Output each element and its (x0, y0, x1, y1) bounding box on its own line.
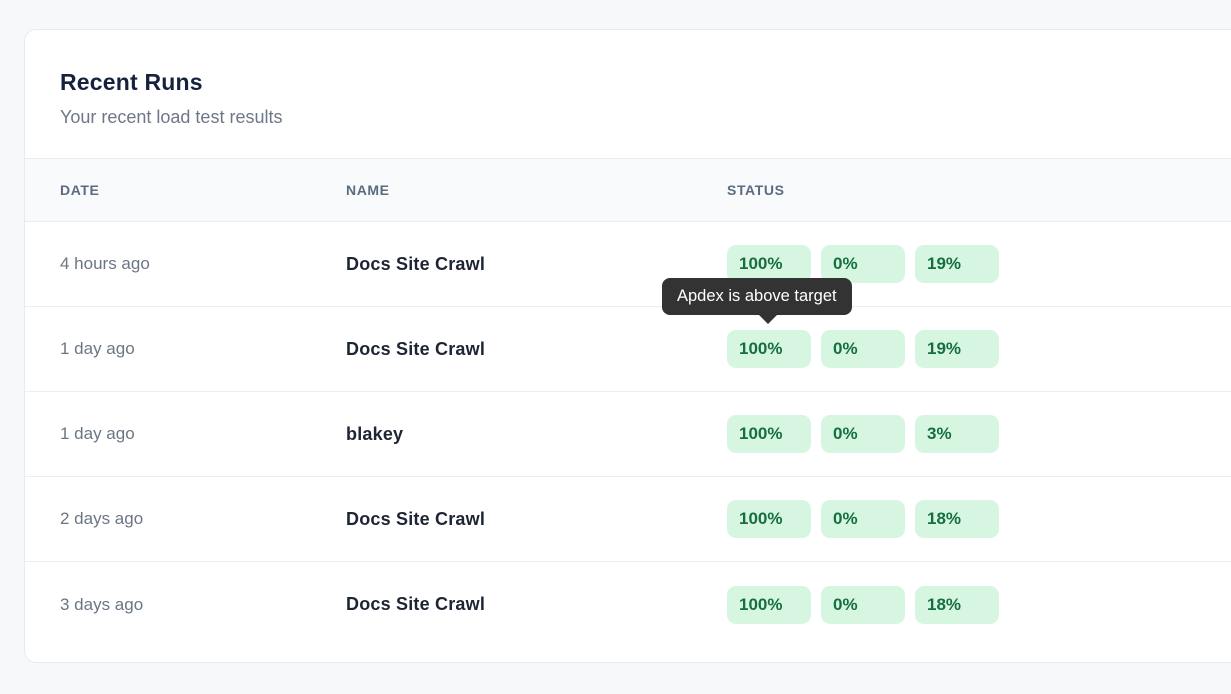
status-badge[interactable]: 100% (727, 585, 811, 624)
status-badge[interactable]: 18% (915, 585, 999, 624)
status-badges: 100% 0% 18% (727, 500, 1231, 538)
run-name: Docs Site Crawl (346, 594, 486, 614)
status-badge[interactable]: 100% (727, 330, 811, 368)
run-name: Docs Site Crawl (346, 253, 486, 274)
page-title: Recent Runs (60, 69, 203, 95)
table-body: 4 hours ago Docs Site Crawl 100% 0% 19% 1 … (25, 222, 1231, 647)
status-badges: 100% 0% 19% (727, 245, 1231, 283)
status-badges: 100% 0% 18% (727, 585, 1231, 624)
table-row[interactable]: 2 days ago Docs Site Crawl 100% 0% 18% (25, 477, 1231, 562)
table-row[interactable]: 4 hours ago Docs Site Crawl 100% 0% 19% (25, 222, 1231, 307)
tooltip-arrow-icon (759, 315, 777, 324)
table-header-row: DATE NAME STATUS (25, 158, 1231, 222)
status-badge[interactable]: 3% (915, 415, 999, 453)
run-name: Docs Site Crawl (346, 508, 486, 529)
run-date: 3 days ago (60, 594, 144, 614)
table-row[interactable]: 1 day ago Docs Site Crawl 100% 0% 19% Apdex… (25, 278, 1231, 392)
card-header: Recent Runs Your recent load test result… (25, 30, 1231, 158)
page-subtitle: Your recent load test results (60, 107, 283, 127)
table-row[interactable]: 1 day ago blakey 100% 0% 3% (25, 392, 1231, 477)
run-name: Docs Site Crawl (346, 338, 486, 359)
status-badge[interactable]: 0% (821, 245, 905, 283)
status-badge[interactable]: 100% (727, 245, 811, 283)
status-badge[interactable]: 100% (727, 415, 811, 453)
status-badge[interactable]: 19% (915, 245, 999, 283)
run-date: 2 days ago (60, 509, 144, 528)
recent-runs-table: DATE NAME STATUS 4 hours ago Docs Site C… (25, 158, 1231, 647)
status-badge[interactable]: 0% (821, 330, 905, 368)
column-header-date: DATE (60, 182, 100, 198)
status-badge[interactable]: 100% (727, 500, 811, 538)
run-date: 1 day ago (60, 424, 135, 443)
status-badge[interactable]: 0% (821, 500, 905, 538)
column-header-status: STATUS (727, 182, 785, 198)
tooltip-text: Apdex is above target (677, 287, 837, 305)
recent-runs-card: Recent Runs Your recent load test result… (24, 29, 1231, 663)
run-date: 4 hours ago (60, 254, 150, 273)
table-row[interactable]: 3 days ago Docs Site Crawl 100% 0% 18% (25, 562, 1231, 647)
status-badge[interactable]: 19% (915, 330, 999, 368)
run-name: blakey (346, 423, 404, 444)
status-badge[interactable]: 18% (915, 500, 999, 538)
run-date: 1 day ago (60, 339, 135, 358)
status-badge[interactable]: 0% (821, 415, 905, 453)
column-header-name: NAME (346, 182, 390, 198)
status-badges: 100% 0% 3% (727, 415, 1231, 453)
tooltip: Apdex is above target (662, 278, 852, 324)
status-badge[interactable]: 0% (821, 585, 905, 624)
status-badges: 100% 0% 19% Apdex is above target (662, 278, 1231, 368)
